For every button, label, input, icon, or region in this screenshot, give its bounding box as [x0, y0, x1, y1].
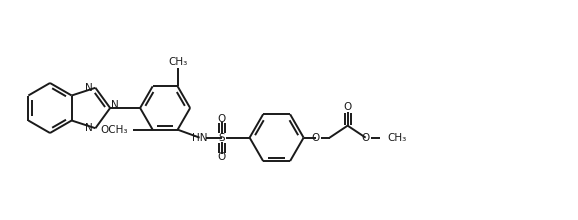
Text: O: O [361, 133, 370, 143]
Text: O: O [217, 152, 226, 162]
Text: CH₃: CH₃ [388, 133, 407, 143]
Text: HN: HN [192, 133, 208, 143]
Text: N: N [111, 100, 119, 110]
Text: CH₃: CH₃ [168, 57, 187, 67]
Text: N: N [85, 123, 92, 133]
Text: N: N [85, 83, 92, 93]
Text: O: O [312, 133, 320, 143]
Text: O: O [343, 102, 352, 112]
Text: O: O [217, 114, 226, 124]
Text: OCH₃: OCH₃ [101, 125, 128, 135]
Text: S: S [218, 133, 225, 143]
